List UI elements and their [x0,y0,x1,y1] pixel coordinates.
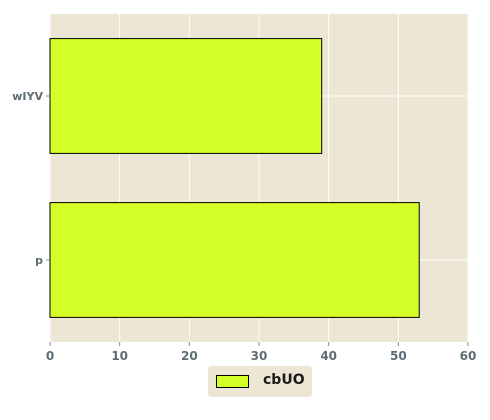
bar [49,202,420,318]
x-tick-label: 60 [460,349,477,363]
axes: 0 10 20 30 40 50 60 p wIYV [12,90,476,363]
legend-label: cbUO [263,372,305,388]
x-tick-label: 40 [320,349,337,363]
legend: cbUO [208,366,312,397]
x-tick-label: 50 [390,349,407,363]
bars [49,38,420,318]
x-tick-label: 10 [111,349,128,363]
y-tick-label: wIYV [12,90,43,103]
bar [49,38,323,154]
x-tick-label: 0 [46,349,54,363]
x-tick-label: 30 [251,349,268,363]
y-tick-label: p [35,254,43,267]
x-tick-label: 20 [181,349,198,363]
legend-swatch [216,375,249,388]
